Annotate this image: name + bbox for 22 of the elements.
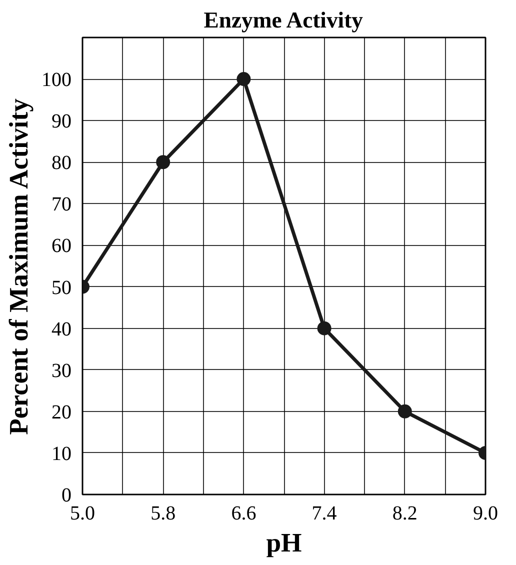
y-tick-label: 20 (52, 401, 72, 424)
y-tick-label: 70 (52, 194, 72, 216)
y-tick-label: 30 (52, 360, 72, 382)
y-tick-label: 40 (52, 318, 72, 340)
x-tick-label: 9.0 (473, 502, 498, 524)
x-tick-label: 8.2 (392, 502, 418, 524)
x-tick-label: 7.4 (312, 502, 337, 524)
point (236, 72, 251, 86)
y-tick-label: 90 (52, 110, 72, 133)
x-tick-label: 5.8 (150, 502, 176, 524)
y-tick-label: 50 (52, 276, 72, 299)
y-tick-label: 80 (52, 152, 72, 174)
y-tick-label: 0 (62, 484, 72, 506)
y-tick-label: 10 (52, 442, 72, 465)
point (317, 321, 332, 336)
chart-title: Enzyme Activity (204, 8, 364, 32)
y-tick-label: 100 (42, 69, 72, 92)
x-axis-title: pH (266, 528, 302, 558)
x-tick-label: 6.6 (231, 502, 256, 524)
x-tick-label: 5.0 (70, 502, 95, 524)
y-axis-title: Percent of Maximum Activity (4, 98, 34, 435)
y-tick-label: 60 (52, 235, 72, 258)
